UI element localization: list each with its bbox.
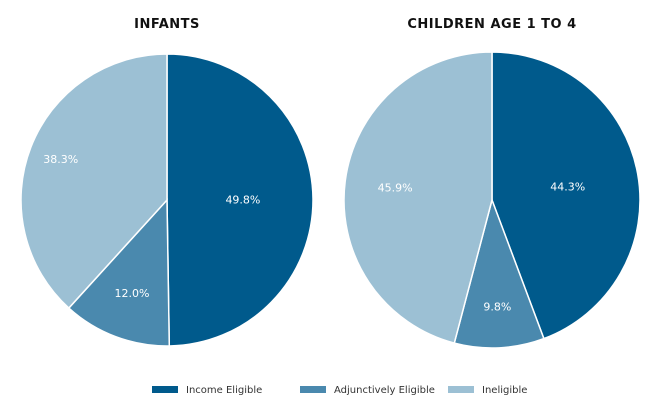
pie-slice (343, 51, 493, 345)
pie-slice (166, 53, 314, 347)
legend-label: Adjunctively Eligible (334, 385, 435, 396)
legend-label: Ineligible (482, 385, 527, 396)
legend-swatch (300, 386, 326, 393)
legend-swatch (152, 386, 178, 393)
chart-title: CHILDREN AGE 1 TO 4 (407, 17, 576, 32)
data-label: 44.3% (550, 180, 585, 193)
data-label: 9.8% (483, 300, 511, 313)
data-label: 49.8% (225, 193, 260, 206)
data-label: 12.0% (114, 287, 149, 300)
pie-slice (453, 197, 545, 349)
data-label: 38.3% (43, 153, 78, 166)
data-label: 45.9% (378, 181, 413, 194)
legend-swatch (448, 386, 474, 393)
pie-slice (67, 198, 171, 347)
legend-label: Income Eligible (186, 385, 262, 396)
pie-slice (491, 51, 641, 340)
chart-title: INFANTS (134, 17, 200, 32)
pie-slice (20, 53, 168, 310)
